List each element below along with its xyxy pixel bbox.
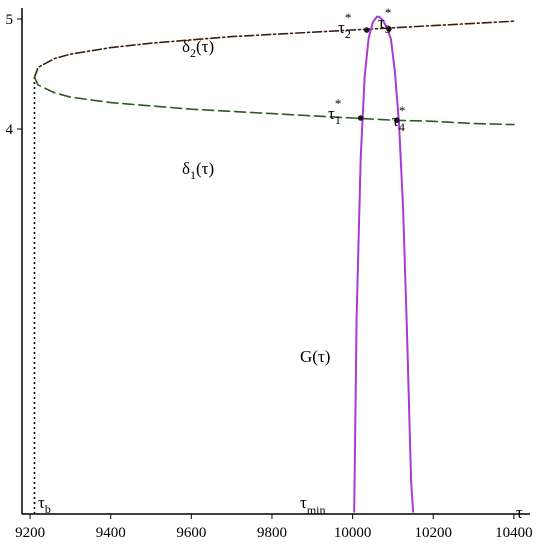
markers-layer (357, 26, 400, 123)
tau2-point (363, 27, 370, 33)
x-tick-label: 9200 (15, 525, 45, 541)
y-tick-label: 4 (6, 122, 14, 138)
delta2-curve (33, 20, 515, 79)
x-tick-label: 9400 (96, 525, 126, 541)
tau-min-label: τmin (300, 493, 326, 517)
y-tick-label: 5 (6, 12, 14, 28)
delta2-label: δ2(τ) (182, 37, 214, 60)
delta1-curve (33, 76, 515, 126)
x-tick-label: 10000 (334, 525, 372, 541)
tau2-label: τ2* (338, 10, 351, 41)
tau4-point (394, 117, 400, 123)
x-tick-label: 10400 (495, 525, 533, 541)
tau4-label: τ4* (392, 103, 405, 134)
x-tick-label: 9800 (257, 525, 287, 541)
x-axis-label: τ (516, 503, 523, 522)
ticks: 9200 9400 9600 9800 10000 10200 10400 4 5 (6, 12, 533, 541)
tau1-point (357, 115, 364, 121)
g-curve (353, 15, 415, 513)
axes (21, 8, 530, 515)
tau3-label: τ3* (378, 5, 391, 36)
x-tick-label: 10200 (414, 525, 452, 541)
tau-b-label: τb (38, 493, 51, 516)
tau1-label: τ1* (328, 96, 341, 127)
tau3-point (386, 26, 392, 32)
g-label: G(τ) (300, 347, 330, 366)
x-tick-label: 9600 (176, 525, 206, 541)
delta1-label: δ1(τ) (182, 159, 214, 182)
series-layer (33, 15, 515, 514)
